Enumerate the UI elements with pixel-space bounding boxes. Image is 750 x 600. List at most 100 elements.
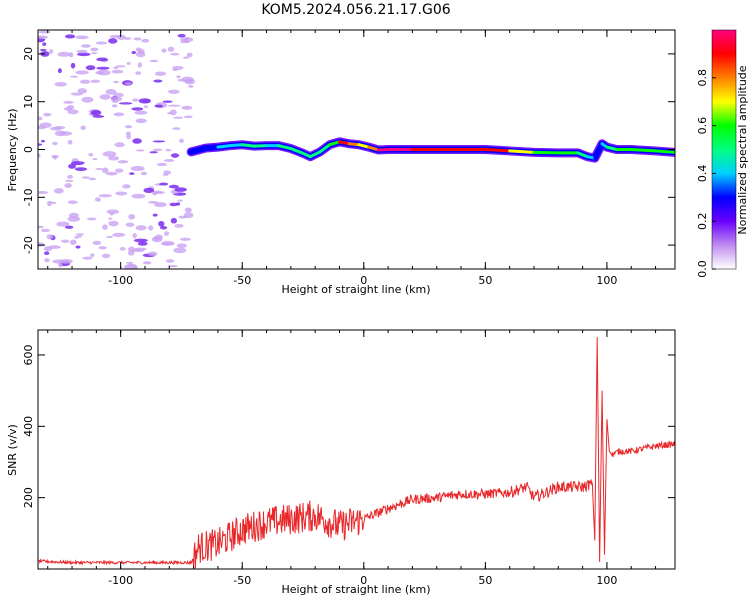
noise-blob [108, 217, 113, 220]
y-tick-label: 20 [22, 47, 35, 61]
noise-blob [67, 139, 73, 145]
noise-blob [175, 202, 181, 206]
snr-line [38, 337, 675, 569]
noise-blob [125, 261, 134, 264]
noise-blob [167, 264, 179, 268]
snr-frame [37, 329, 676, 570]
noise-blob [38, 116, 43, 121]
noise-blob [64, 34, 76, 39]
noise-blob [110, 96, 123, 102]
noise-blob [108, 220, 119, 227]
noise-blob [154, 202, 167, 208]
noise-blob [133, 37, 142, 41]
noise-blob [99, 94, 111, 100]
noise-blob [170, 217, 178, 224]
track-segment [216, 144, 232, 149]
noise-blob [43, 112, 52, 117]
track-segment [508, 149, 536, 154]
noise-blob [95, 41, 108, 45]
noise-blob [80, 125, 87, 131]
noise-blob [114, 168, 124, 173]
track-segment [483, 148, 512, 153]
noise-blob [57, 68, 62, 74]
noise-blob [135, 225, 147, 231]
track-segment [289, 147, 305, 155]
noise-blob [69, 75, 79, 78]
noise-blob [153, 79, 163, 83]
noise-blob [133, 238, 148, 243]
noise-blob [131, 107, 144, 111]
noise-blob [70, 62, 76, 69]
noise-blob [95, 168, 104, 171]
spectrogram-ylabel: Frequency (Hz) [6, 109, 19, 192]
noise-blob [53, 188, 64, 194]
noise-blob [85, 65, 96, 71]
x-tick-label: -100 [108, 574, 133, 587]
noise-blob [38, 242, 45, 247]
x-tick-label: 100 [596, 274, 617, 287]
noise-blob [90, 79, 101, 83]
noise-blob [183, 115, 193, 119]
noise-blob [137, 62, 142, 68]
noise-blob [154, 104, 164, 108]
noise-blob [149, 59, 159, 63]
noise-blob [106, 209, 120, 215]
y-tick-label: 0 [22, 146, 35, 153]
noise-blob [112, 232, 126, 237]
noise-blob [173, 247, 187, 254]
noise-blob [188, 85, 194, 88]
noise-blob [106, 235, 114, 239]
noise-blob [111, 104, 118, 108]
noise-blob [177, 78, 185, 82]
noise-blob [159, 182, 169, 186]
colorbar-label: Normalized spectral amplitude [736, 65, 749, 234]
noise-blob [153, 236, 158, 241]
noise-blob [131, 51, 136, 55]
noise-blob [132, 98, 139, 102]
y-tick-label: 200 [22, 487, 35, 508]
track-segment [576, 151, 589, 159]
noise-blob [124, 82, 132, 85]
noise-blob [102, 167, 109, 174]
noise-blob [156, 162, 168, 167]
noise-blob [77, 235, 82, 238]
noise-blob [167, 104, 181, 107]
noise-blob [152, 140, 166, 143]
colorbar: 0.0 0.2 0.4 0.6 0.8 Normalized spectral ampl… [696, 29, 749, 278]
track-segment [240, 143, 256, 148]
noise-blob [174, 224, 184, 228]
noise-blob [67, 200, 78, 205]
noise-blob [108, 38, 118, 44]
noise-blob [96, 66, 110, 70]
noise-blob [154, 71, 167, 76]
track-segment [228, 143, 244, 148]
noise-blob [68, 163, 77, 169]
noise-blob [169, 109, 177, 116]
colorbar-gradient [712, 30, 736, 269]
noise-blob [67, 174, 73, 179]
track-segment [328, 140, 341, 147]
noise-blob [75, 35, 89, 40]
noise-blob [135, 149, 145, 152]
noise-blob [98, 246, 107, 250]
noise-blob [113, 112, 125, 117]
noise-blob [81, 96, 94, 103]
noise-blob [38, 191, 49, 194]
snr-xlabel: Height of straight line (km) [281, 583, 430, 596]
noise-blob [92, 157, 98, 161]
noise-blob [119, 246, 126, 251]
noise-blob [135, 51, 146, 58]
noise-blob [44, 251, 50, 256]
noise-blob [114, 65, 126, 68]
noise-blob [153, 190, 162, 195]
noise-blob [112, 92, 124, 98]
x-tick-label: 100 [596, 574, 617, 587]
noise-blob [167, 89, 180, 94]
noise-blob [161, 240, 175, 246]
noise-blob [86, 217, 97, 221]
noise-blob [77, 88, 88, 94]
noise-blob [126, 133, 131, 140]
colorbar-tick-label: 0.2 [696, 212, 709, 230]
noise-blob [128, 213, 136, 220]
